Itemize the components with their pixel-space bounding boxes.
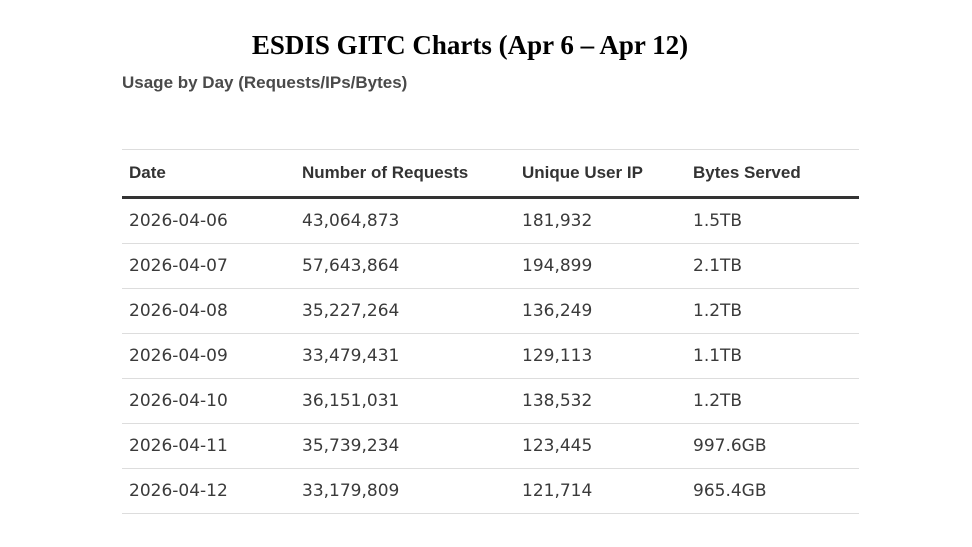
usage-table: Date Number of Requests Unique User IP B… bbox=[122, 149, 859, 514]
column-header-requests: Number of Requests bbox=[295, 149, 515, 199]
table-row: 2026-04-09 33,479,431 129,113 1.1TB bbox=[122, 333, 859, 379]
column-header-bytes: Bytes Served bbox=[686, 149, 859, 199]
cell-requests: 33,479,431 bbox=[295, 333, 515, 379]
cell-unique-ip: 136,249 bbox=[515, 288, 686, 334]
cell-date: 2026-04-12 bbox=[122, 468, 295, 514]
cell-unique-ip: 123,445 bbox=[515, 423, 686, 469]
cell-unique-ip: 138,532 bbox=[515, 378, 686, 424]
column-header-date: Date bbox=[122, 149, 295, 199]
table-header-row: Date Number of Requests Unique User IP B… bbox=[122, 149, 859, 199]
chart-title: ESDIS GITC Charts (Apr 6 – Apr 12) bbox=[251, 30, 689, 60]
cell-bytes: 1.5TB bbox=[686, 197, 859, 244]
table-row: 2026-04-10 36,151,031 138,532 1.2TB bbox=[122, 378, 859, 424]
table-row: 2026-04-07 57,643,864 194,899 2.1TB bbox=[122, 243, 859, 289]
cell-requests: 35,227,264 bbox=[295, 288, 515, 334]
cell-date: 2026-04-09 bbox=[122, 333, 295, 379]
cell-bytes: 2.1TB bbox=[686, 243, 859, 289]
cell-requests: 43,064,873 bbox=[295, 197, 515, 244]
cell-bytes: 1.2TB bbox=[686, 288, 859, 334]
cell-bytes: 965.4GB bbox=[686, 468, 859, 514]
table-subtitle: Usage by Day (Requests/IPs/Bytes) bbox=[122, 73, 408, 92]
cell-unique-ip: 194,899 bbox=[515, 243, 686, 289]
table-row: 2026-04-08 35,227,264 136,249 1.2TB bbox=[122, 288, 859, 334]
cell-date: 2026-04-06 bbox=[122, 197, 295, 244]
cell-bytes: 1.1TB bbox=[686, 333, 859, 379]
cell-date: 2026-04-10 bbox=[122, 378, 295, 424]
cell-bytes: 997.6GB bbox=[686, 423, 859, 469]
cell-date: 2026-04-11 bbox=[122, 423, 295, 469]
column-header-unique-ip: Unique User IP bbox=[515, 149, 686, 199]
cell-unique-ip: 121,714 bbox=[515, 468, 686, 514]
cell-requests: 33,179,809 bbox=[295, 468, 515, 514]
table-row: 2026-04-12 33,179,809 121,714 965.4GB bbox=[122, 468, 859, 514]
cell-unique-ip: 129,113 bbox=[515, 333, 686, 379]
cell-requests: 36,151,031 bbox=[295, 378, 515, 424]
cell-requests: 35,739,234 bbox=[295, 423, 515, 469]
cell-unique-ip: 181,932 bbox=[515, 197, 686, 244]
cell-date: 2026-04-08 bbox=[122, 288, 295, 334]
table-row: 2026-04-11 35,739,234 123,445 997.6GB bbox=[122, 423, 859, 469]
cell-date: 2026-04-07 bbox=[122, 243, 295, 289]
table-row: 2026-04-06 43,064,873 181,932 1.5TB bbox=[122, 197, 859, 244]
cell-bytes: 1.2TB bbox=[686, 378, 859, 424]
cell-requests: 57,643,864 bbox=[295, 243, 515, 289]
